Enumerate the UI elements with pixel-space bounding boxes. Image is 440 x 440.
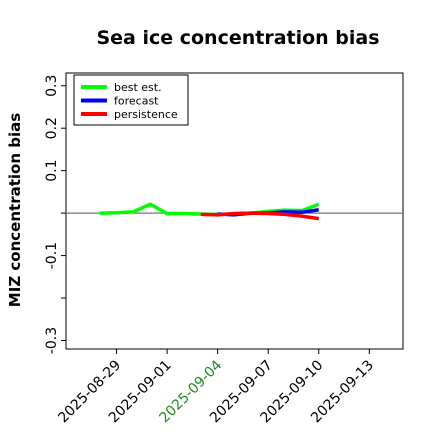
y-tick-label: 0.2 — [44, 117, 60, 139]
series-line-persistence — [200, 211, 320, 221]
y-tick-label: -0.1 — [44, 242, 60, 269]
y-tick-label: 0.1 — [44, 160, 60, 182]
y-tick-label: 0.3 — [44, 75, 60, 97]
y-tick-label: -0.3 — [44, 327, 60, 354]
legend-label: forecast — [114, 95, 159, 108]
legend-label: persistence — [114, 108, 178, 121]
chart-title: Sea ice concentration bias — [96, 27, 379, 49]
legend-label: best est. — [114, 81, 162, 94]
y-axis-label: MIZ concentration bias — [6, 113, 24, 307]
